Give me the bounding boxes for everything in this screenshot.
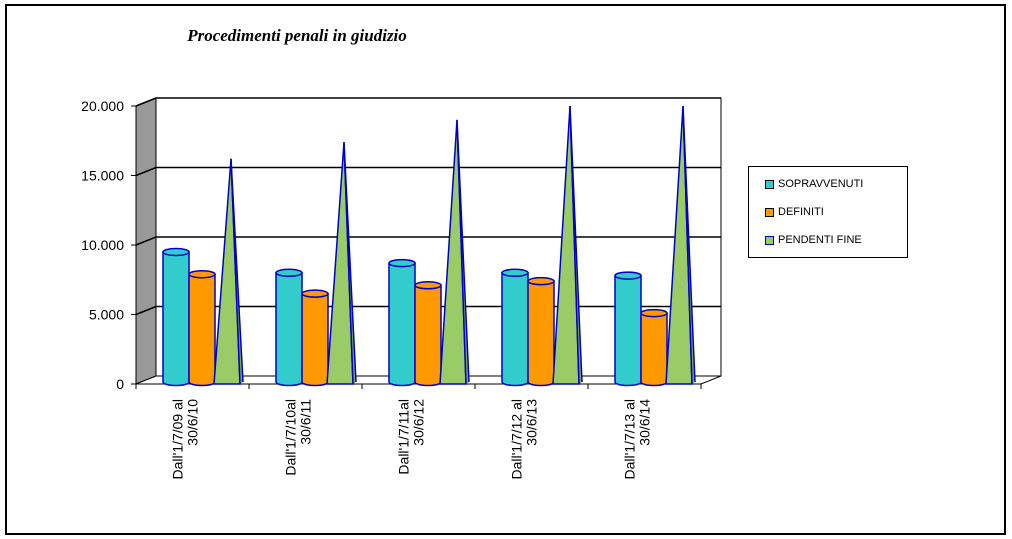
legend-swatch-sopravvenuti: [765, 179, 774, 189]
bar-side-pendenti-fine: [569, 105, 583, 385]
bar-top-sopravvenuti: [614, 271, 642, 280]
bar-definiti: [527, 280, 555, 387]
bar-top-definiti: [527, 276, 555, 286]
x-tick-label-line: Dall'1/7/12 al: [509, 399, 525, 480]
legend-item-pendenti-fine: PENDENTI FINE: [765, 233, 862, 247]
bar-side-pendenti-fine: [230, 158, 244, 385]
x-tick-label-line: Dall'1/7/09 al: [170, 399, 186, 480]
bar-top-definiti: [301, 289, 329, 298]
bar-top-definiti: [414, 281, 442, 290]
x-tick-label-line: 30/6/12: [411, 399, 427, 446]
legend-item-sopravvenuti: SOPRAVVENUTI: [765, 177, 863, 191]
legend-label-definiti: DEFINITI: [778, 206, 824, 218]
x-tick-label: Dall'1/7/11al30/6/12: [396, 399, 427, 475]
bar-sopravvenuti: [162, 251, 190, 387]
legend-label-pendenti-fine: PENDENTI FINE: [778, 234, 862, 246]
legend-label-sopravvenuti: SOPRAVVENUTI: [778, 178, 864, 190]
bar-sopravvenuti: [275, 272, 303, 387]
x-tick-label-line: 30/6/14: [637, 399, 653, 446]
chart-frame: Procedimenti penali in giudizio 0 5.000 10…: [5, 4, 1006, 535]
bar-top-sopravvenuti: [388, 258, 416, 268]
legend-swatch-definiti: [765, 207, 774, 217]
chart-title: Procedimenti penali in giudizio: [187, 26, 407, 45]
bar-side-pendenti-fine: [682, 105, 696, 385]
bar-top-sopravvenuti: [501, 268, 529, 278]
bar-definiti: [301, 292, 329, 387]
x-tick-label: Dall'1/7/12 al30/6/13: [509, 399, 540, 480]
bar-top-sopravvenuti: [275, 268, 303, 278]
x-tick-label: Dall'1/7/10al30/6/11: [283, 399, 314, 476]
x-tick-label-line: 30/6/11: [298, 399, 314, 445]
bar-top-sopravvenuti: [162, 247, 190, 257]
y-tick-label: 10.000: [81, 237, 124, 253]
bar-top-definiti: [640, 308, 668, 318]
legend-swatch-pendenti-fine: [765, 235, 774, 245]
y-tick-label: 5.000: [89, 307, 124, 323]
y-tick-label: 15.000: [81, 168, 124, 184]
x-tick-label-line: 30/6/10: [185, 399, 201, 446]
bar-top-definiti: [188, 269, 216, 279]
bar-sopravvenuti: [614, 274, 642, 387]
chart-legend: SOPRAVVENUTI DEFINITI PENDENTI FINE: [748, 166, 908, 258]
x-tick-label-line: Dall'1/7/10al: [283, 399, 299, 476]
gridline: [135, 166, 721, 177]
x-tick-label-line: Dall'1/7/11al: [396, 399, 412, 475]
bar-definiti: [414, 284, 442, 387]
gridline: [135, 236, 721, 246]
x-tick-label: Dall'1/7/09 al30/6/10: [170, 399, 201, 480]
x-tick-label: Dall'1/7/13 al30/6/14: [622, 399, 653, 480]
legend-item-definiti: DEFINITI: [765, 205, 824, 219]
bar-definiti: [188, 273, 216, 387]
bar-definiti: [640, 312, 668, 387]
gridline: [135, 97, 721, 107]
y-tick-label: 20.000: [81, 98, 124, 114]
x-tick-label-line: 30/6/13: [524, 399, 540, 446]
bar-side-pendenti-fine: [343, 142, 357, 385]
bar-side-pendenti-fine: [456, 119, 470, 385]
bar-sopravvenuti: [501, 272, 529, 387]
y-tick-label: 0: [116, 376, 124, 392]
x-tick-label-line: Dall'1/7/13 al: [622, 399, 638, 480]
bar-sopravvenuti: [388, 262, 416, 387]
